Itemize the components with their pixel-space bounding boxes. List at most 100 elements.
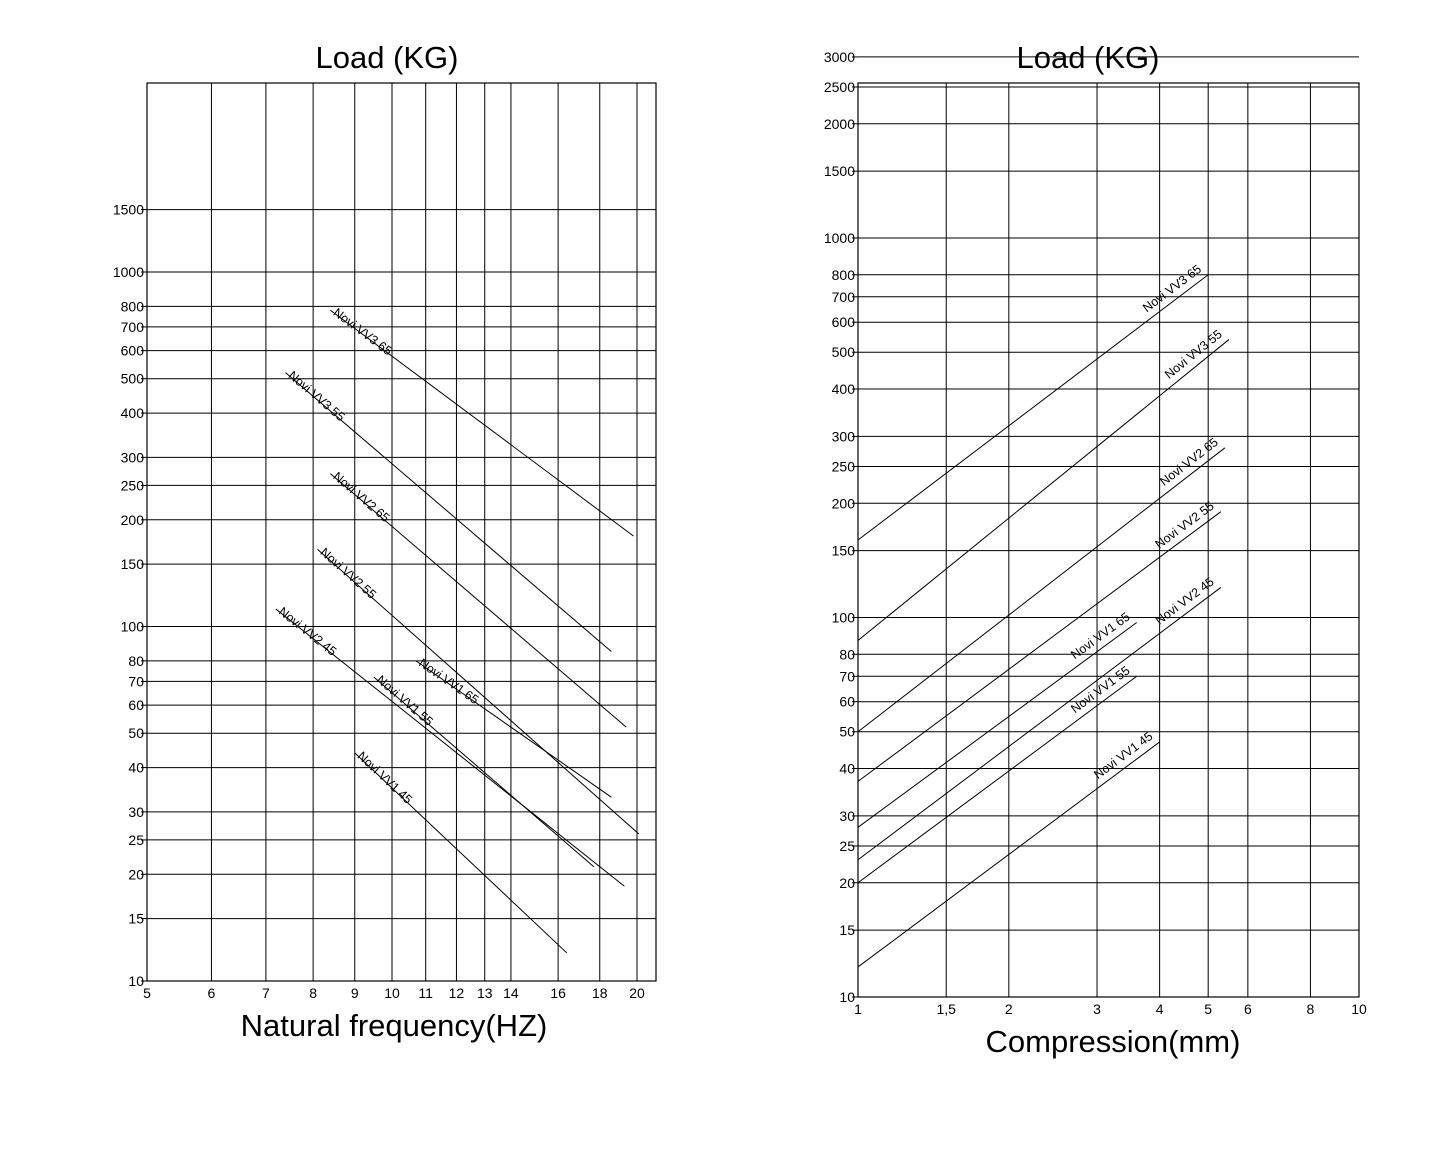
- series-label: Novi VV2 45: [1153, 575, 1217, 628]
- series-line: [857, 622, 1138, 828]
- y-tick-label: 40: [839, 761, 855, 777]
- series-line: [285, 372, 612, 652]
- x-tick-label: 6: [208, 985, 216, 1001]
- series-line: [857, 339, 1230, 641]
- x-tick-label: 18: [592, 985, 608, 1001]
- y-tick-label: 60: [128, 697, 144, 713]
- x-tick-label: 2: [1005, 1001, 1013, 1017]
- grid: [852, 56, 1360, 998]
- y-tick-label: 10: [128, 973, 144, 989]
- y-tick-label: 800: [832, 267, 856, 283]
- x-tick-label: 4: [1156, 1001, 1164, 1017]
- series-label: Novi VV3 65: [1140, 262, 1204, 315]
- y-tick-label: 200: [832, 495, 856, 511]
- y-tick-label: 80: [128, 653, 144, 669]
- series-line: [857, 447, 1226, 733]
- y-tick-label: 1500: [113, 202, 144, 218]
- series-label: Novi VV1 45: [355, 749, 415, 807]
- y-tick-label: 20: [128, 866, 144, 882]
- y-tick-label: 70: [128, 673, 144, 689]
- tick-labels: 1015202530405060708010015020025030040050…: [113, 202, 645, 1001]
- grid: [141, 82, 657, 982]
- series-label: Novi VV2 65: [1157, 435, 1221, 489]
- y-tick-label: 150: [832, 543, 856, 559]
- y-tick-label: 1000: [824, 230, 855, 246]
- x-tick-label: 5: [1204, 1001, 1212, 1017]
- y-tick-label: 10: [839, 989, 855, 1005]
- x-tick-label: 6: [1244, 1001, 1252, 1017]
- series-lines: Novi VV3 65 Novi VV3 55 Novi VV2 65 Novi VV…: [857, 262, 1230, 968]
- y-tick-label: 250: [121, 477, 145, 493]
- y-tick-label: 2500: [824, 79, 855, 95]
- x-tick-label: 8: [1307, 1001, 1315, 1017]
- y-tick-label: 20: [839, 875, 855, 891]
- series-label: Novi VV2 55: [1153, 499, 1217, 552]
- y-tick-label: 500: [121, 371, 145, 387]
- y-tick-label: 15: [839, 922, 855, 938]
- y-tick-label: 150: [121, 556, 145, 572]
- y-tick-label: 1000: [113, 264, 144, 280]
- x-tick-label: 16: [550, 985, 566, 1001]
- y-tick-label: 70: [839, 668, 855, 684]
- y-tick-label: 30: [839, 808, 855, 824]
- y-tick-label: 300: [832, 428, 856, 444]
- y-tick-label: 1500: [824, 163, 855, 179]
- x-tick-label: 11: [418, 985, 433, 1001]
- y-tick-label: 50: [839, 724, 855, 740]
- x-tick-label: 1,5: [936, 1001, 956, 1017]
- y-tick-label: 30: [128, 804, 144, 820]
- series-line: [857, 675, 1138, 884]
- x-tick-label: 3: [1093, 1001, 1101, 1017]
- x-tick-label: 14: [503, 985, 519, 1001]
- y-tick-label: 400: [121, 405, 145, 421]
- compression-chart: Load (KG) Novi VV3 65 Novi VV3 55 Novi VV2…: [824, 40, 1367, 1059]
- series-line: [354, 752, 568, 954]
- x-tick-label: 1: [854, 1001, 862, 1017]
- x-axis-label: Natural frequency(HZ): [241, 1008, 548, 1043]
- series-line: [275, 608, 625, 887]
- series-line: [330, 309, 634, 537]
- series-line: [330, 473, 627, 728]
- y-tick-label: 700: [832, 289, 856, 305]
- x-tick-label: 8: [309, 985, 317, 1001]
- x-tick-label: 9: [351, 985, 359, 1001]
- y-tick-label: 15: [128, 911, 144, 927]
- y-tick-label: 25: [839, 838, 855, 854]
- y-tick-label: 50: [128, 725, 144, 741]
- y-tick-label: 2000: [824, 116, 855, 132]
- y-tick-label: 60: [839, 694, 855, 710]
- y-tick-label: 80: [839, 646, 855, 662]
- y-tick-label: 40: [128, 760, 144, 776]
- x-tick-label: 7: [262, 985, 270, 1001]
- y-tick-label: 250: [832, 458, 856, 474]
- y-tick-label: 300: [121, 449, 145, 465]
- series-line: [415, 660, 612, 798]
- tick-labels: 1015202530405060708010015020025030040050…: [824, 49, 1367, 1017]
- x-tick-label: 20: [629, 985, 645, 1001]
- series-label: Novi VV3 55: [1162, 327, 1225, 382]
- series-label: Novi VV3 55: [286, 368, 348, 424]
- x-axis-label: Compression(mm): [986, 1024, 1241, 1059]
- plot-frame: [857, 82, 1360, 998]
- series-line: [857, 511, 1222, 782]
- y-tick-label: 200: [121, 512, 145, 528]
- y-tick-label: 100: [832, 610, 856, 626]
- series-line: [317, 549, 640, 835]
- series-line: [857, 741, 1160, 968]
- series-label: Novi VV1 45: [1091, 729, 1155, 782]
- series-label: Novi VV2 55: [318, 545, 379, 602]
- y-tick-label: 500: [832, 344, 856, 360]
- series-label: Novi VV2 65: [330, 469, 392, 525]
- y-tick-label: 800: [121, 298, 145, 314]
- x-tick-label: 5: [143, 985, 151, 1001]
- y-tick-label: 600: [832, 314, 856, 330]
- series-label: Novi VV1 55: [1068, 663, 1132, 716]
- y-tick-label: 3000: [824, 49, 855, 65]
- x-tick-label: 10: [1351, 1001, 1367, 1017]
- x-tick-label: 10: [384, 985, 400, 1001]
- series-line: [857, 274, 1209, 541]
- y-tick-label: 400: [832, 381, 856, 397]
